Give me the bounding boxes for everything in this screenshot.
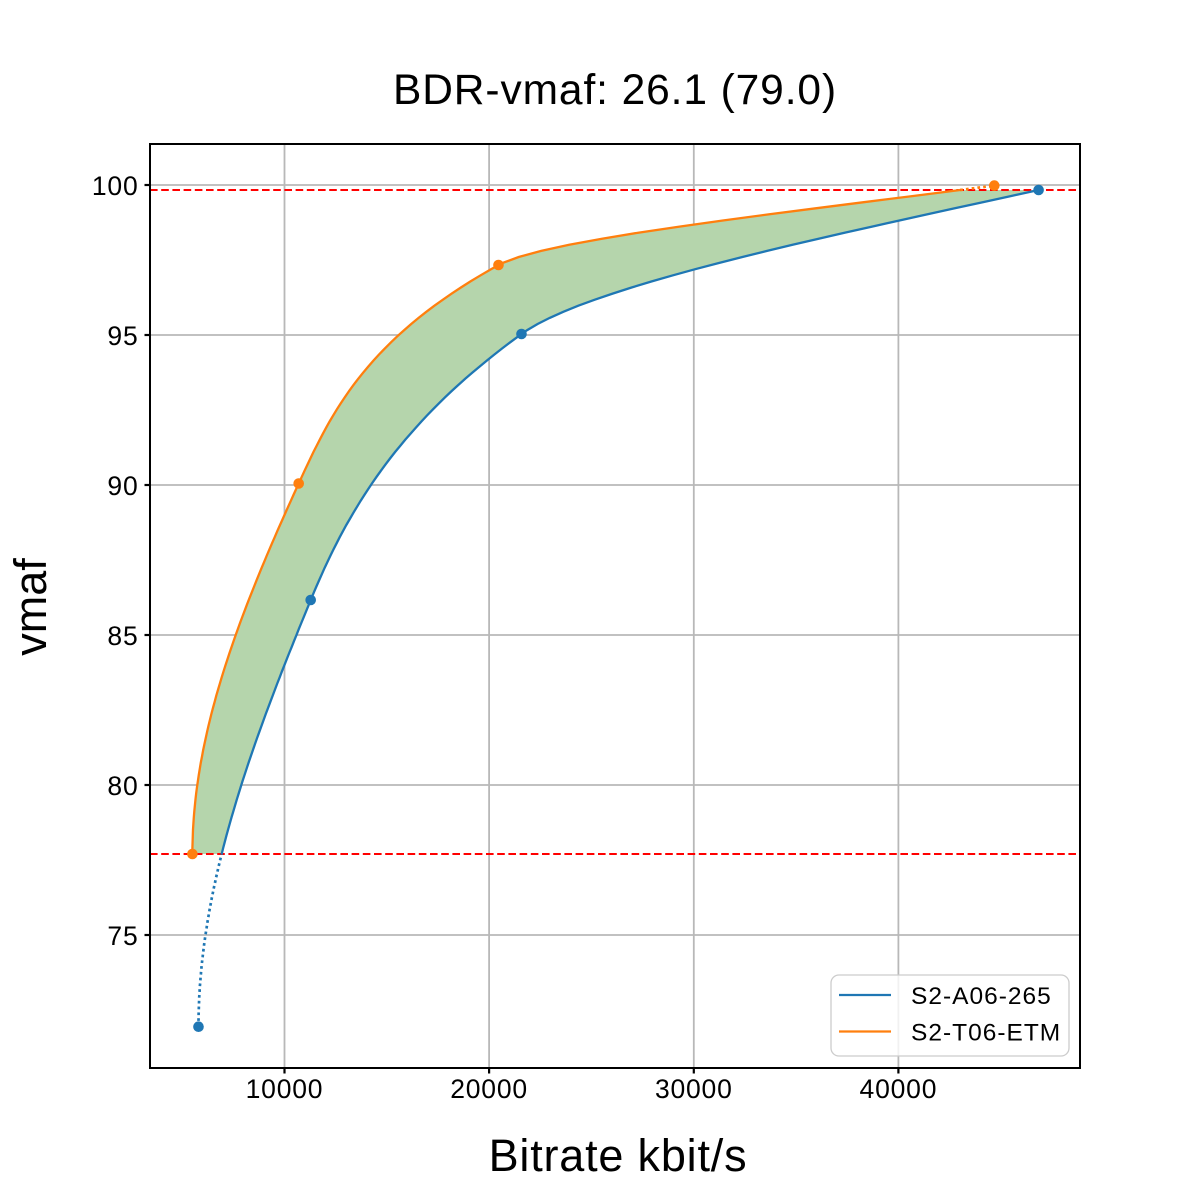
svg-text:20000: 20000: [450, 1074, 528, 1104]
svg-text:BDR-vmaf: 26.1 (79.0): BDR-vmaf: 26.1 (79.0): [393, 67, 837, 114]
svg-text:S2-T06-ETM: S2-T06-ETM: [911, 1020, 1061, 1047]
svg-text:80: 80: [107, 771, 138, 801]
svg-text:95: 95: [107, 321, 138, 351]
svg-text:30000: 30000: [655, 1074, 733, 1104]
svg-text:40000: 40000: [860, 1074, 938, 1104]
svg-text:S2-A06-265: S2-A06-265: [911, 983, 1052, 1010]
svg-text:85: 85: [107, 621, 138, 651]
svg-text:90: 90: [107, 471, 138, 501]
svg-text:100: 100: [92, 171, 139, 201]
svg-text:Bitrate kbit/s: Bitrate kbit/s: [489, 1130, 748, 1181]
svg-text:75: 75: [107, 921, 138, 951]
svg-text:vmaf: vmaf: [5, 558, 56, 656]
svg-text:10000: 10000: [246, 1074, 324, 1104]
